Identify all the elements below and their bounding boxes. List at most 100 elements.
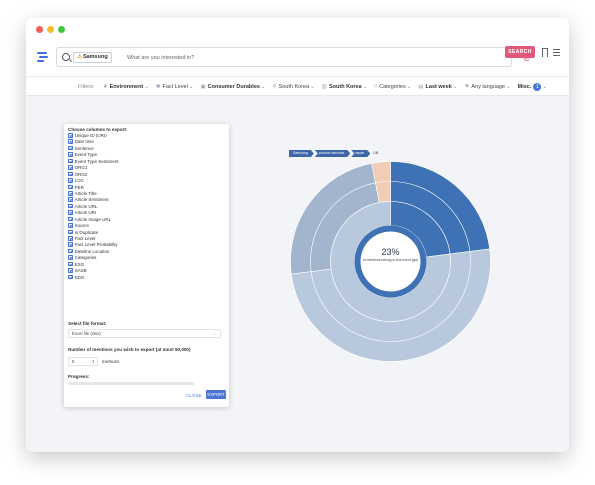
chevron-down-icon: ⌄	[406, 84, 412, 90]
column-option[interactable]: Source	[68, 223, 119, 229]
checkbox-checked-icon[interactable]	[68, 171, 73, 177]
checkbox-checked-icon[interactable]	[68, 274, 73, 280]
column-option[interactable]: Article Image URL	[68, 217, 119, 223]
minimize-window-icon[interactable]	[47, 26, 54, 33]
filter-label: Fact Level	[162, 84, 188, 90]
mentions-heading: Number of mentions you wish to export (a…	[68, 347, 191, 352]
stepper-icon[interactable]: ⇕	[91, 359, 95, 364]
column-label: LOC	[74, 178, 84, 184]
filter-2[interactable]: ▣ Consumer Durables⌄	[200, 84, 265, 90]
export-button[interactable]: EXPORT	[206, 390, 226, 399]
column-option[interactable]: Fact Level	[68, 236, 119, 242]
checkbox-checked-icon[interactable]	[68, 158, 73, 164]
checkbox-checked-icon[interactable]	[68, 261, 73, 267]
filter-5[interactable]: ⌑ Categories⌄	[374, 84, 411, 90]
checkbox-checked-icon[interactable]	[68, 242, 73, 248]
checkbox-checked-icon[interactable]	[68, 203, 73, 209]
breadcrumb-item[interactable]: Samsung	[289, 150, 314, 157]
column-option[interactable]: Article URI	[68, 210, 119, 216]
menu-icon[interactable]	[553, 49, 560, 56]
checkbox-checked-icon[interactable]	[68, 268, 73, 273]
column-option[interactable]: Sentence	[68, 146, 119, 152]
column-option[interactable]: Article Title	[68, 191, 119, 197]
column-option[interactable]: LOC	[68, 178, 119, 184]
maximize-window-icon[interactable]	[58, 26, 65, 33]
column-option[interactable]: Article Sentiment	[68, 197, 119, 203]
mentions-input[interactable]: 0 ⇕	[68, 357, 98, 366]
column-label: Article URL	[74, 203, 98, 209]
checkbox-checked-icon[interactable]	[68, 223, 73, 228]
search-button[interactable]: SEARCH	[505, 46, 535, 58]
app-window: ⚠Samsung ⊘ SEARCH Filters: ❦Environment⌄…	[26, 18, 569, 452]
location-icon: ⚲	[272, 84, 277, 90]
tag-clear-icon[interactable]: ⊘	[523, 53, 531, 63]
checkbox-checked-icon[interactable]	[68, 255, 73, 260]
filter-label: Environment	[109, 84, 144, 90]
column-option[interactable]: SDG	[68, 275, 119, 281]
breadcrumb-item[interactable]: repair	[351, 150, 370, 157]
sunburst-center	[360, 231, 421, 292]
filter-6[interactable]: ▤ Last week⌄	[418, 84, 457, 90]
filter-count-badge: 1	[533, 83, 542, 91]
column-option[interactable]: SASB	[68, 268, 119, 274]
checkbox-checked-icon[interactable]	[68, 216, 73, 222]
checkbox-checked-icon[interactable]	[68, 139, 73, 145]
checkbox-checked-icon[interactable]	[68, 210, 73, 215]
sunburst-segment-l2-0[interactable]	[390, 181, 471, 252]
column-option[interactable]: Dateline Location	[68, 249, 119, 255]
column-option[interactable]: Event Type Sentiment	[68, 159, 119, 165]
column-option[interactable]: Is Duplicate	[68, 230, 119, 236]
column-option[interactable]: Event Type	[68, 152, 119, 158]
mentions-value: 0	[72, 359, 75, 364]
filter-label: Consumer Durables	[207, 84, 260, 90]
filters-label: Filters:	[78, 84, 95, 90]
filter-8[interactable]: Misc. 1 ⌄	[518, 83, 547, 91]
column-label: Fact Level	[74, 236, 96, 241]
search-icon	[62, 53, 70, 61]
close-window-icon[interactable]	[36, 26, 43, 33]
column-option[interactable]: PER	[68, 185, 119, 191]
filters: Filters: ❦ Environment⌄ ✱ Fact Level⌄ ▣ Consu…	[78, 83, 547, 91]
filter-0[interactable]: ❦ Environment⌄	[103, 84, 149, 90]
checkbox-checked-icon[interactable]	[68, 165, 73, 170]
filter-bar: Filters: ❦ Environment⌄ ✱ Fact Level⌄ ▣ Consu…	[26, 76, 569, 96]
star-icon: ✱	[155, 84, 161, 90]
breadcrumb-item[interactable]: product services	[315, 150, 350, 157]
briefcase-icon: ▣	[200, 84, 206, 90]
column-option[interactable]: Unique ID (URI)	[68, 133, 119, 139]
filter-7[interactable]: ⚑ Any language⌄	[464, 84, 510, 90]
checkbox-checked-icon[interactable]	[68, 197, 73, 202]
bookmark-icon[interactable]	[542, 48, 548, 57]
column-label: ESG	[74, 261, 85, 267]
app-logo-icon[interactable]	[37, 51, 49, 63]
column-label: SASB	[74, 268, 87, 274]
columns-heading: Choose columns to export:	[68, 127, 128, 132]
sunburst-segment-l2-2[interactable]	[320, 181, 391, 224]
checkbox-checked-icon[interactable]	[68, 229, 73, 235]
format-select[interactable]: Excel file (xlsx) ⌄	[68, 329, 221, 338]
checkbox-checked-icon[interactable]	[68, 184, 73, 190]
close-button[interactable]: CLOSE	[186, 393, 203, 398]
checkbox-checked-icon[interactable]	[68, 236, 73, 241]
checkbox-checked-icon[interactable]	[68, 145, 73, 151]
chevron-down-icon: ⌄	[310, 84, 315, 90]
checkbox-checked-icon[interactable]	[68, 152, 73, 157]
checkbox-checked-icon[interactable]	[68, 133, 73, 138]
checkbox-checked-icon[interactable]	[68, 248, 73, 254]
filter-1[interactable]: ✱ Fact Level⌄	[156, 84, 194, 90]
column-option[interactable]: Fact Level Probability	[68, 242, 119, 248]
filter-3[interactable]: ⚲ South Korea⌄	[273, 84, 315, 90]
column-option[interactable]: Date time	[68, 139, 119, 145]
column-label: Dateline Location	[74, 248, 110, 254]
column-option[interactable]: ORG2	[68, 172, 119, 178]
checkbox-checked-icon[interactable]	[68, 178, 73, 183]
column-option[interactable]: Categories	[68, 255, 119, 261]
filter-label: Misc.	[517, 84, 532, 90]
search-input[interactable]	[127, 52, 447, 63]
search-tag[interactable]: ⚠Samsung	[73, 52, 112, 63]
column-option[interactable]: ESG	[68, 262, 119, 268]
column-option[interactable]: ORG1	[68, 165, 119, 171]
checkbox-checked-icon[interactable]	[68, 190, 73, 196]
filter-4[interactable]: ▥ South Korea⌄	[322, 84, 368, 90]
column-option[interactable]: Article URL	[68, 204, 119, 210]
